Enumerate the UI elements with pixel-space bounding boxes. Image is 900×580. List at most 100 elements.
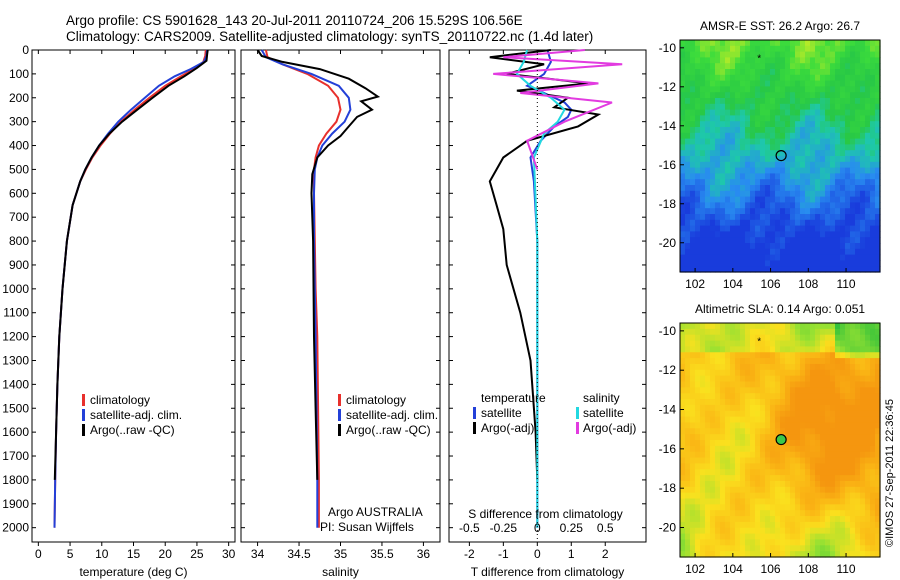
- sla-map-cell: [815, 334, 821, 342]
- sla-map-cell: [820, 551, 826, 558]
- sst-map-cell: [795, 248, 801, 256]
- sst-map-cell: [745, 74, 751, 82]
- sst-map-cell: [815, 144, 821, 151]
- sst-map-cell: [735, 248, 741, 256]
- sla-map-cell: [815, 475, 821, 482]
- sst-map-cell: [690, 225, 696, 232]
- sst-map-cell: [810, 144, 816, 151]
- sst-map-cell: [770, 63, 776, 70]
- sst-map-cell: [760, 80, 766, 87]
- sla-map-cell: [680, 422, 686, 429]
- sst-map-cell: [700, 74, 706, 82]
- sla-map-cell: [710, 510, 716, 517]
- sst-map-cell: [695, 214, 701, 221]
- sla-map-cell: [695, 457, 701, 464]
- sst-map-cell: [720, 51, 726, 58]
- sst-map-cell: [720, 266, 726, 273]
- sst-map-cell: [720, 208, 726, 215]
- sst-map-cell: [745, 219, 751, 227]
- sst-map-cell: [785, 156, 791, 163]
- sla-map-cell: [690, 416, 696, 424]
- sla-map-cell: [750, 533, 756, 541]
- sst-map-cell: [860, 80, 866, 87]
- sla-map-cell: [765, 334, 771, 342]
- sst-map-cell: [820, 115, 826, 122]
- sla-map-cell: [720, 358, 726, 365]
- sla-map-cell: [690, 539, 696, 546]
- sla-map-cell: [795, 480, 801, 488]
- sla-map-cell: [695, 445, 701, 453]
- sla-map-cell: [825, 521, 831, 529]
- sla-map-cell: [855, 422, 861, 429]
- sla-map-cell: [680, 527, 686, 535]
- sla-map-cell: [820, 404, 826, 412]
- sst-map-cell: [820, 248, 826, 256]
- sst-map-cell: [850, 225, 856, 232]
- sst-map-argo-marker: [775, 149, 787, 162]
- figure-title-line1: Argo profile: CS 5901628_143 20-Jul-2011…: [66, 13, 523, 28]
- sla-map-cell: [685, 428, 691, 435]
- sst-map-cell: [840, 57, 846, 64]
- sla-map-cell: [740, 410, 746, 418]
- sst-map-cell: [795, 179, 801, 186]
- sla-map-cell: [860, 328, 866, 336]
- sst-map-cell: [810, 237, 816, 244]
- sst-map-cell: [740, 57, 746, 64]
- sla-map-cell: [730, 492, 736, 500]
- sla-map-cell: [730, 463, 736, 470]
- sst-map-cell: [875, 92, 881, 99]
- sla-map-cell: [745, 410, 751, 418]
- sla-map-cell: [800, 387, 806, 394]
- sst-map-cell: [795, 231, 801, 238]
- sst-map-cell: [830, 132, 836, 140]
- sst-map-cell: [710, 132, 716, 140]
- sst-map-cell: [735, 260, 741, 267]
- difference-axes-frame: [448, 49, 647, 543]
- sst-map-cell: [870, 127, 876, 134]
- sst-map-cell: [725, 202, 731, 209]
- sst-map-cell: [720, 161, 726, 169]
- sla-map-cell: [860, 539, 866, 546]
- sst-map-cell: [795, 144, 801, 151]
- sst-map-cell: [685, 121, 691, 128]
- sla-map-cell: [685, 510, 691, 517]
- sst-map-cell: [835, 144, 841, 151]
- sla-map-cell: [815, 510, 821, 517]
- sst-map-cell: [870, 144, 876, 151]
- sla-map-cell: [825, 445, 831, 453]
- sst-map-cell: [795, 208, 801, 215]
- sst-map-cell: [815, 225, 821, 232]
- sla-map-cell: [875, 381, 881, 388]
- sst-map-cell: [855, 45, 861, 53]
- sst-map-cell: [840, 51, 846, 58]
- sla-map-cell: [870, 387, 876, 394]
- sla-map-cell: [715, 352, 721, 359]
- sst-map-cell: [690, 80, 696, 87]
- sst-map-cell: [795, 132, 801, 140]
- sla-map-cell: [785, 451, 791, 459]
- sst-map-cell: [765, 115, 771, 122]
- sst-map-cell: [800, 45, 806, 53]
- sst-map-cell: [785, 103, 791, 111]
- sst-map-cell: [825, 208, 831, 215]
- sla-map-cell: [760, 527, 766, 535]
- sla-map-cell: [765, 516, 771, 523]
- sla-map-cell: [830, 363, 836, 371]
- sst-map-cell: [820, 254, 826, 261]
- sst-map-cell: [680, 98, 686, 105]
- sst-map-cell: [760, 167, 766, 174]
- sst-map-cell: [680, 45, 686, 53]
- sst-map-cell: [865, 208, 871, 215]
- sla-map-cell: [795, 434, 801, 441]
- sla-map-cell: [715, 480, 721, 488]
- sla-map-cell: [730, 340, 736, 347]
- sst-map-cell: [680, 109, 686, 116]
- sst-map-cell: [790, 98, 796, 105]
- sla-map-cell: [695, 387, 701, 394]
- sla-map-cell: [710, 393, 716, 400]
- sst-map-cell: [755, 132, 761, 140]
- sst-map-cell: [785, 225, 791, 232]
- sla-map-cell: [705, 504, 711, 511]
- sst-map-cell: [755, 98, 761, 105]
